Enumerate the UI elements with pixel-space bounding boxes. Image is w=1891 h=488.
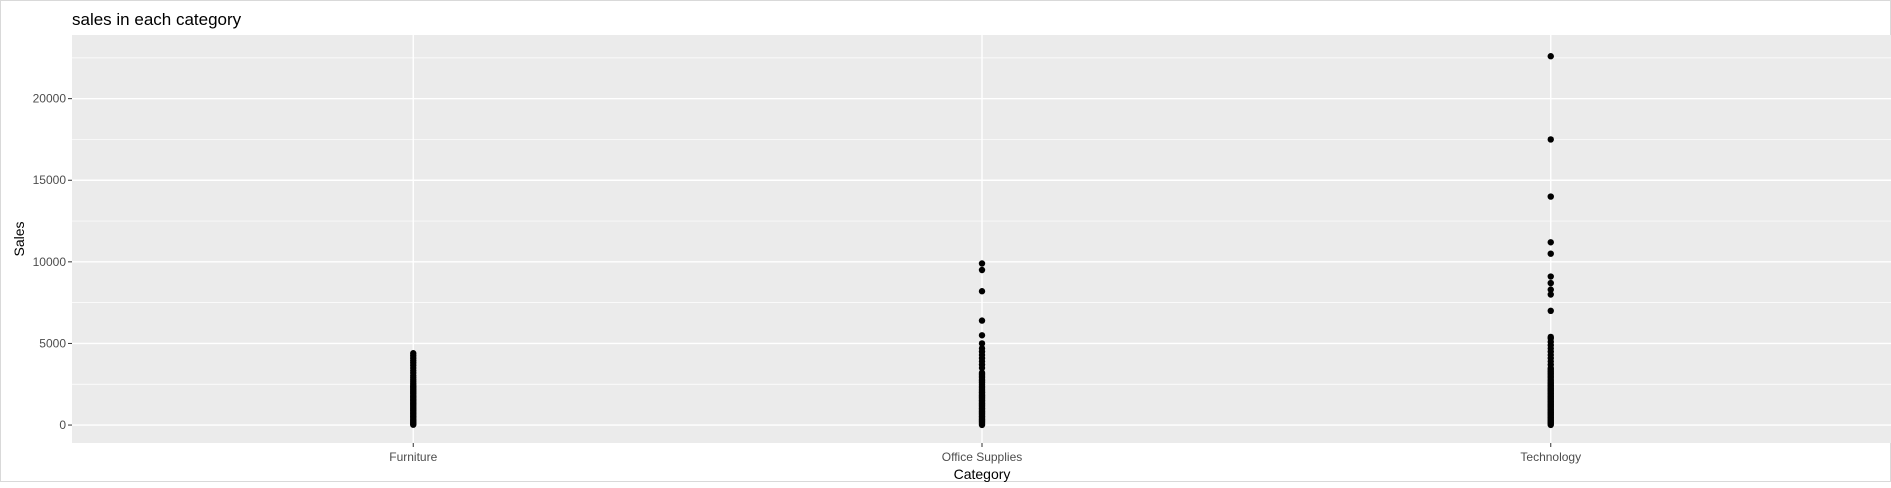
data-point bbox=[1547, 273, 1554, 280]
y-tick-label: 15000 bbox=[33, 173, 67, 187]
x-tick-label: Technology bbox=[1520, 450, 1581, 464]
y-tick-label: 10000 bbox=[33, 255, 67, 269]
y-tick-label: 20000 bbox=[33, 92, 67, 106]
points-layer bbox=[410, 53, 1554, 429]
data-point bbox=[1547, 291, 1554, 298]
y-axis: 0 5000 10000 15000 20000 bbox=[33, 92, 72, 432]
data-point bbox=[1547, 286, 1554, 293]
data-point bbox=[978, 332, 986, 339]
data-point bbox=[1547, 136, 1554, 143]
data-point bbox=[978, 260, 986, 267]
data-point bbox=[1547, 239, 1554, 246]
x-axis: Furniture Office Supplies Technology bbox=[389, 443, 1581, 464]
data-point bbox=[1547, 53, 1554, 60]
data-point bbox=[978, 369, 986, 377]
y-tick-label: 0 bbox=[59, 418, 66, 432]
data-point bbox=[1547, 307, 1554, 315]
data-point bbox=[978, 288, 986, 295]
data-point bbox=[978, 345, 986, 352]
x-axis-label: Category bbox=[954, 466, 1011, 482]
data-point bbox=[978, 317, 986, 324]
data-point bbox=[1547, 279, 1554, 287]
x-tick-label: Office Supplies bbox=[942, 450, 1023, 464]
y-axis-label: Sales bbox=[11, 221, 27, 256]
data-point bbox=[1547, 193, 1554, 200]
x-tick-label: Furniture bbox=[389, 450, 437, 464]
y-tick-label: 5000 bbox=[39, 336, 66, 350]
data-point bbox=[978, 340, 986, 347]
data-point bbox=[1547, 333, 1554, 341]
chart-title: sales in each category bbox=[72, 10, 242, 29]
data-point bbox=[978, 266, 986, 274]
data-point bbox=[410, 350, 417, 357]
data-point bbox=[1547, 250, 1554, 257]
